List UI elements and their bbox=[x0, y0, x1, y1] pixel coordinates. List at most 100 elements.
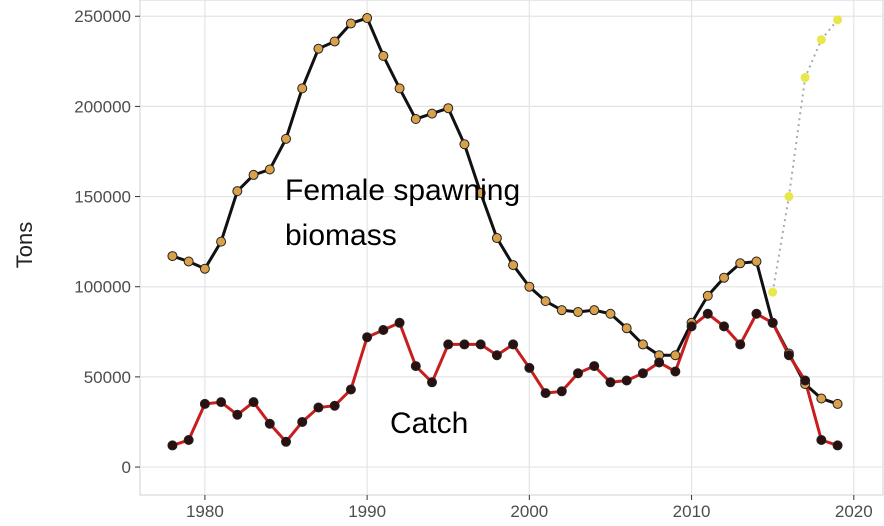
data-point bbox=[735, 258, 746, 269]
data-point bbox=[378, 325, 389, 335]
data-point bbox=[556, 305, 567, 316]
y-tick-label: 250000 bbox=[74, 7, 131, 26]
data-point bbox=[573, 306, 584, 317]
data-point bbox=[248, 169, 259, 180]
x-tick-label: 2010 bbox=[673, 502, 711, 521]
data-point bbox=[832, 440, 843, 451]
data-point bbox=[475, 339, 486, 350]
data-point bbox=[719, 272, 730, 283]
data-point bbox=[621, 375, 632, 386]
x-tick-label: 1980 bbox=[186, 502, 224, 521]
data-point bbox=[800, 375, 811, 386]
marks bbox=[167, 13, 843, 451]
data-point bbox=[167, 251, 178, 262]
data-point bbox=[167, 440, 178, 451]
data-point bbox=[524, 281, 535, 292]
data-point bbox=[216, 236, 227, 247]
data-point bbox=[589, 305, 600, 316]
data-point bbox=[833, 15, 843, 25]
data-point bbox=[443, 103, 454, 114]
data-point bbox=[686, 321, 697, 332]
annotation: Female spawning bbox=[285, 174, 520, 207]
data-point bbox=[605, 308, 616, 319]
plot-panel bbox=[139, 0, 884, 496]
data-point bbox=[281, 436, 292, 447]
data-point bbox=[264, 418, 275, 429]
data-point bbox=[816, 393, 827, 404]
data-point bbox=[313, 402, 324, 413]
data-point bbox=[362, 13, 373, 24]
data-point bbox=[248, 397, 259, 408]
data-point bbox=[329, 36, 340, 47]
data-point bbox=[751, 308, 762, 319]
data-point bbox=[183, 256, 194, 267]
data-point bbox=[427, 108, 438, 119]
data-point bbox=[524, 362, 535, 373]
data-point bbox=[394, 83, 405, 94]
data-point bbox=[508, 339, 519, 350]
data-point bbox=[719, 321, 730, 332]
data-point bbox=[508, 260, 519, 271]
data-point bbox=[768, 287, 778, 297]
data-point bbox=[816, 435, 827, 445]
data-point bbox=[475, 187, 486, 198]
data-point bbox=[410, 361, 421, 372]
data-point bbox=[556, 386, 567, 397]
data-point bbox=[621, 323, 632, 334]
data-point bbox=[345, 384, 356, 395]
data-point bbox=[281, 133, 292, 144]
data-point bbox=[832, 398, 843, 409]
data-point bbox=[800, 73, 810, 83]
data-point bbox=[783, 350, 794, 361]
y-axis-label: Tons bbox=[12, 222, 37, 268]
annotation: Catch bbox=[390, 407, 468, 440]
data-point bbox=[767, 317, 778, 328]
data-point bbox=[297, 416, 308, 427]
data-point bbox=[410, 114, 421, 125]
data-point bbox=[605, 377, 616, 388]
data-point bbox=[199, 398, 210, 409]
data-point bbox=[654, 357, 665, 368]
data-point bbox=[199, 263, 210, 274]
y-tick-label: 50000 bbox=[84, 368, 131, 387]
data-point bbox=[345, 18, 356, 29]
data-point bbox=[735, 339, 746, 350]
data-point bbox=[816, 35, 826, 45]
y-tick-label: 200000 bbox=[74, 97, 131, 116]
data-point bbox=[459, 339, 470, 350]
data-point bbox=[751, 256, 762, 267]
x-tick-label: 2000 bbox=[510, 502, 548, 521]
data-point bbox=[232, 409, 243, 420]
data-point bbox=[540, 388, 551, 399]
data-point bbox=[540, 296, 551, 307]
data-point bbox=[329, 400, 340, 411]
annotation: biomass bbox=[285, 219, 397, 252]
data-point bbox=[459, 139, 470, 150]
data-point bbox=[491, 233, 502, 244]
data-point bbox=[394, 317, 405, 328]
data-point bbox=[443, 339, 454, 350]
data-point bbox=[427, 377, 438, 388]
y-tick-label: 100000 bbox=[74, 278, 131, 297]
data-point bbox=[573, 368, 584, 379]
data-point bbox=[637, 368, 648, 379]
data-point bbox=[637, 339, 648, 350]
data-point bbox=[784, 192, 794, 202]
data-point bbox=[491, 350, 502, 361]
data-point bbox=[702, 308, 713, 319]
data-point bbox=[216, 397, 227, 408]
x-tick-label: 2020 bbox=[835, 502, 873, 521]
data-point bbox=[702, 290, 713, 301]
data-point bbox=[670, 350, 681, 361]
data-point bbox=[232, 186, 243, 197]
y-tick-label: 150000 bbox=[74, 188, 131, 207]
data-point bbox=[313, 43, 324, 54]
y-tick-label: 0 bbox=[122, 458, 131, 477]
data-point bbox=[670, 366, 681, 377]
data-point bbox=[378, 50, 389, 61]
data-point bbox=[297, 83, 308, 94]
data-point bbox=[264, 164, 275, 175]
data-point bbox=[362, 332, 373, 343]
